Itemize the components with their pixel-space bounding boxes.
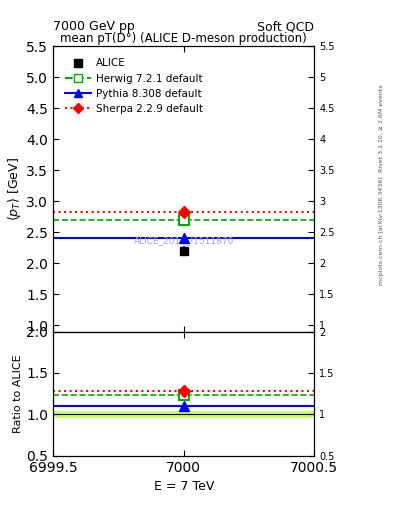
Legend: ALICE, Herwig 7.2.1 default, Pythia 8.308 default, Sherpa 2.2.9 default: ALICE, Herwig 7.2.1 default, Pythia 8.30… bbox=[61, 54, 208, 118]
Text: ALICE_2017_I1511870: ALICE_2017_I1511870 bbox=[134, 236, 234, 245]
X-axis label: E = 7 TeV: E = 7 TeV bbox=[154, 480, 214, 493]
Y-axis label: Ratio to ALICE: Ratio to ALICE bbox=[13, 354, 24, 433]
Text: Soft QCD: Soft QCD bbox=[257, 20, 314, 33]
Title: mean pT(D°) (ALICE D-meson production): mean pT(D°) (ALICE D-meson production) bbox=[61, 32, 307, 45]
Bar bbox=[53, 411, 314, 418]
Text: Rivet 3.1.10, ≥ 2.6M events: Rivet 3.1.10, ≥ 2.6M events bbox=[379, 84, 384, 172]
Text: 7000 GeV pp: 7000 GeV pp bbox=[53, 20, 135, 33]
Y-axis label: $\langle p_{T}\rangle$ [GeV]: $\langle p_{T}\rangle$ [GeV] bbox=[6, 157, 24, 221]
Text: mcplots.cern.ch [arXiv:1306.3436]: mcplots.cern.ch [arXiv:1306.3436] bbox=[379, 176, 384, 285]
